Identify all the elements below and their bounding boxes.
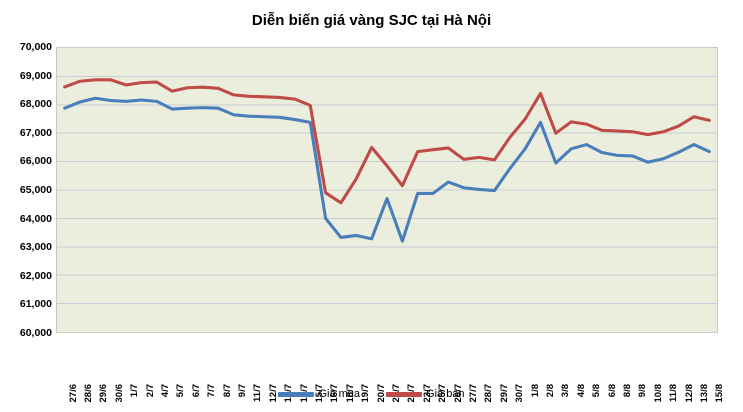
y-axis-tick-label: 64,000 [19,212,52,225]
x-axis: 27/6 28/6 29/6 30/6 1/7 2/7 4/7 5/7 6/7 7/7 8/7 9/7… [56,336,726,403]
y-axis-tick-label: 67,000 [19,126,52,139]
y-axis-tick-label: 66,000 [19,155,52,168]
legend-color-swatch [278,391,315,397]
legend-color-swatch [386,391,423,397]
y-axis-tick-label: 63,000 [19,241,52,254]
y-axis-tick-label: 61,000 [19,298,52,311]
plot-area [56,47,718,333]
y-axis-tick-label: 62,000 [19,269,52,282]
y-axis: 70,000 69,000 68,000 67,000 66,000 65,000 64,0… [0,0,52,412]
chart-legend: Giá mua Giá bán [0,388,743,400]
legend-label: Giá bán [426,388,465,400]
chart-title: Diễn biến giá vàng SJC tại Hà Nội [251,12,492,29]
legend-item[interactable]: Giá mua [278,388,360,400]
legend-label: Giá mua [318,388,361,400]
series-lines [63,78,711,243]
y-axis-tick-label: 70,000 [19,41,52,53]
y-axis-tick-label: 65,000 [19,184,52,196]
y-axis-tick-label: 68,000 [19,98,52,111]
legend-item[interactable]: Giá bán [386,388,465,400]
y-axis-tick-label: 60,000 [19,327,52,339]
y-axis-tick-label: 69,000 [19,69,52,82]
